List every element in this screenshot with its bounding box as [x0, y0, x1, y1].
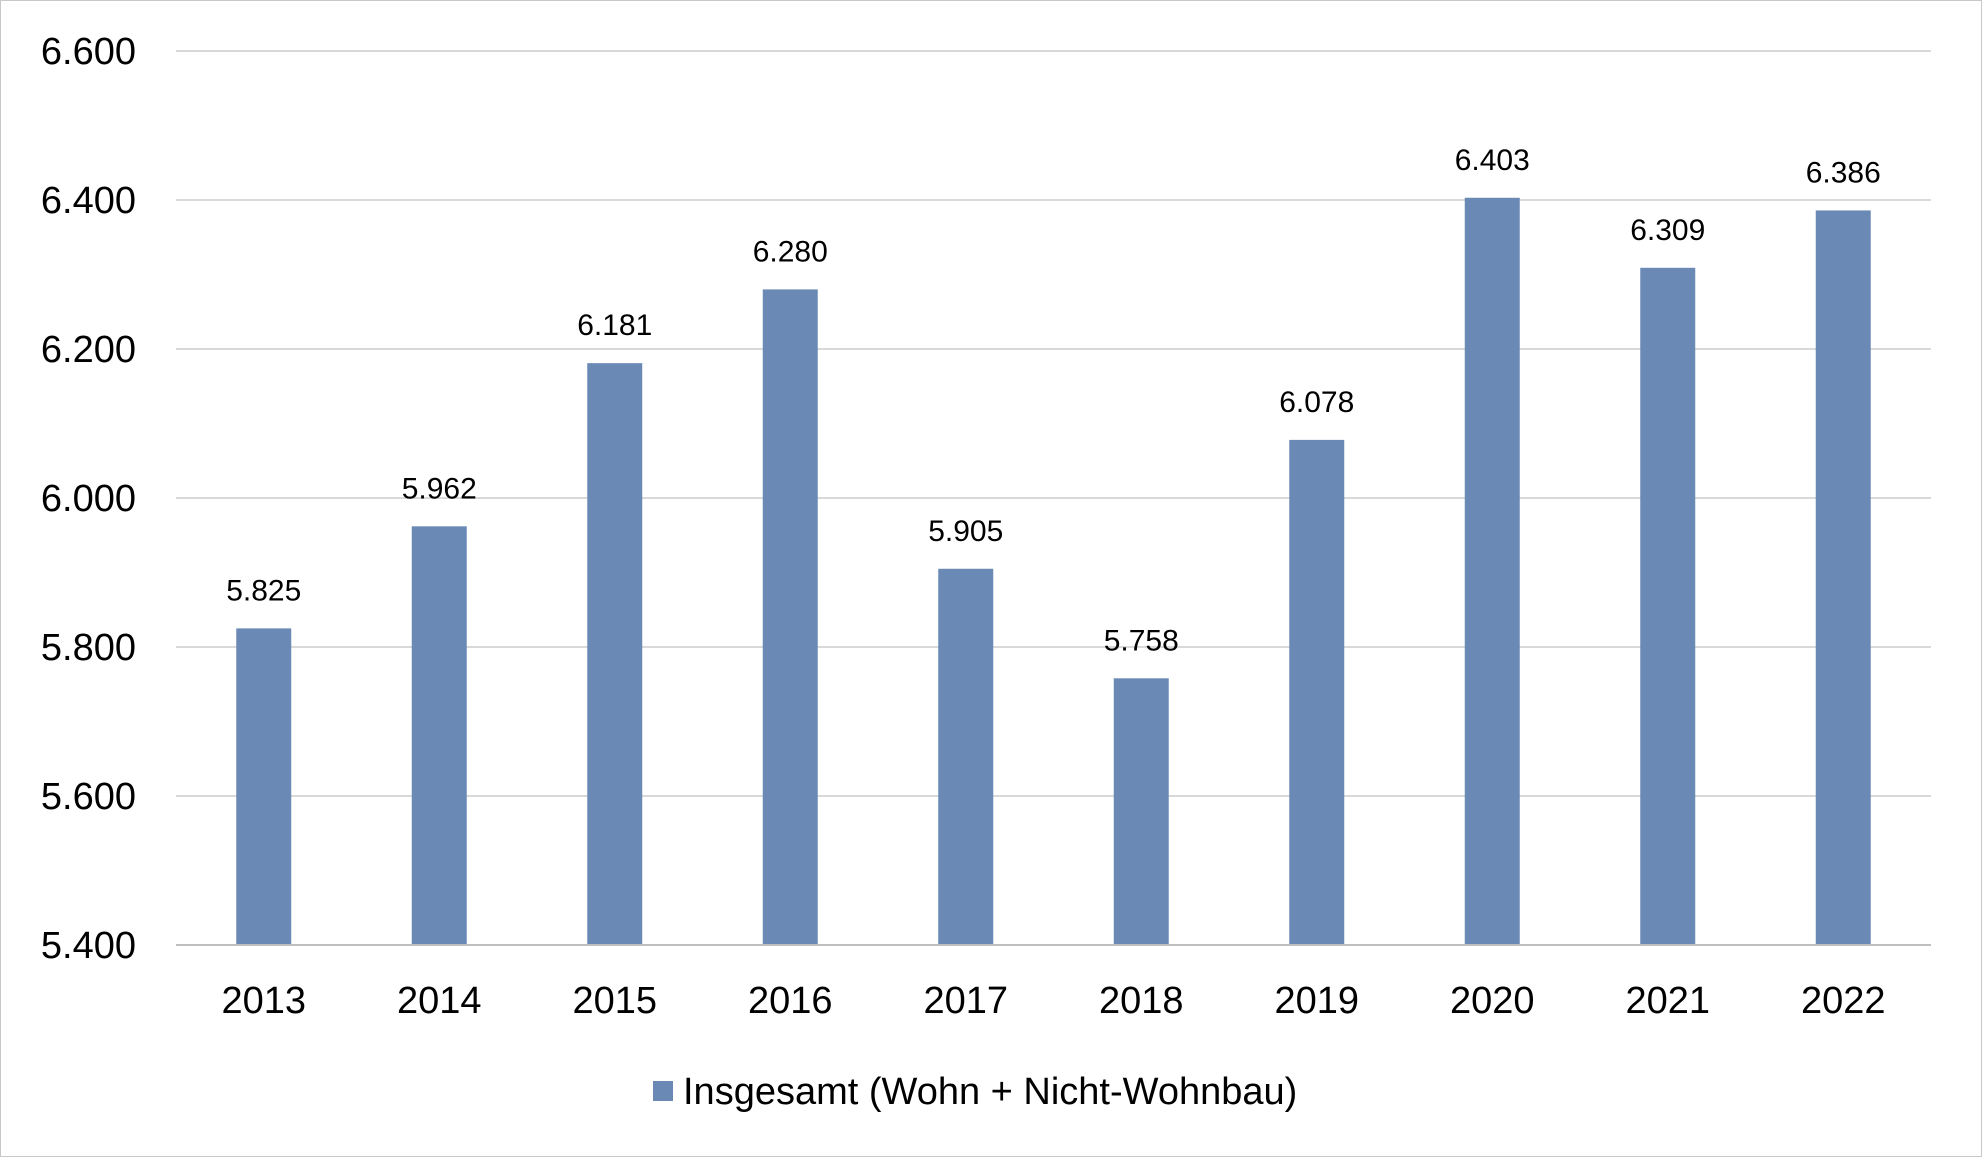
data-label-2022: 6.386 [1806, 156, 1881, 189]
gridlines [176, 50, 1931, 797]
x-tick-label: 2021 [1625, 980, 1710, 1022]
y-axis-ticks: 5.400 5.600 5.800 6.000 6.200 6.400 6.600 [41, 31, 136, 967]
y-tick-label: 5.800 [41, 627, 136, 669]
y-tick-label: 6.200 [41, 329, 136, 371]
bar-2016 [762, 289, 818, 945]
bar-2017 [938, 568, 994, 945]
data-label-2021: 6.309 [1630, 214, 1705, 247]
data-label-2020: 6.403 [1455, 144, 1530, 177]
x-tick-label: 2017 [923, 980, 1008, 1022]
bar-2015 [587, 363, 643, 945]
y-tick-label: 5.400 [41, 925, 136, 967]
bars [236, 197, 1871, 945]
data-label-2018: 5.758 [1104, 624, 1179, 657]
x-tick-label: 2016 [748, 980, 833, 1022]
data-labels: 5.825 5.962 6.181 6.280 5.905 5.758 6.078 6.403… [226, 144, 1881, 658]
bar-2019 [1289, 439, 1345, 945]
bar-2020 [1464, 197, 1520, 945]
y-tick-label: 6.600 [41, 31, 136, 73]
x-tick-label: 2018 [1099, 980, 1184, 1022]
legend: Insgesamt (Wohn + Nicht-Wohnbau) [653, 1071, 1297, 1113]
data-label-2015: 6.181 [577, 309, 652, 342]
x-tick-label: 2013 [221, 980, 306, 1022]
legend-swatch [653, 1081, 673, 1101]
y-tick-label: 6.000 [41, 478, 136, 520]
data-label-2014: 5.962 [402, 472, 477, 505]
data-label-2019: 6.078 [1279, 386, 1354, 419]
x-tick-label: 2014 [397, 980, 482, 1022]
y-tick-label: 6.400 [41, 180, 136, 222]
x-tick-label: 2015 [572, 980, 657, 1022]
legend-label: Insgesamt (Wohn + Nicht-Wohnbau) [683, 1071, 1297, 1113]
x-tick-label: 2022 [1801, 980, 1886, 1022]
data-label-2016: 6.280 [753, 235, 828, 268]
x-tick-label: 2019 [1274, 980, 1359, 1022]
x-tick-label: 2020 [1450, 980, 1535, 1022]
bar-2014 [411, 526, 467, 945]
bar-2013 [236, 628, 292, 945]
data-label-2017: 5.905 [928, 515, 1003, 548]
bar-2018 [1113, 678, 1169, 945]
x-axis-ticks: 2013 2014 2015 2016 2017 2018 2019 2020 2021 2022 [221, 980, 1885, 1022]
bar-2022 [1815, 210, 1871, 945]
bar-2021 [1640, 267, 1696, 945]
y-tick-label: 5.600 [41, 776, 136, 818]
data-label-2013: 5.825 [226, 574, 301, 607]
